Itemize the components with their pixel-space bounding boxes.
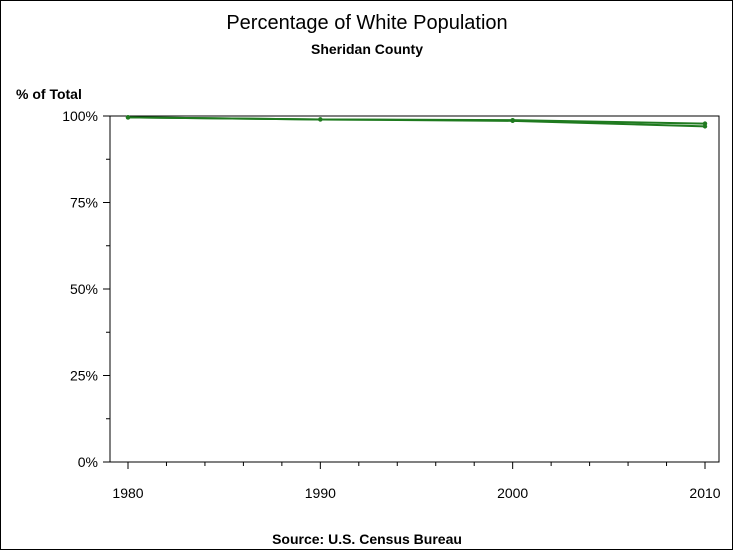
y-tick-label: 75% [70, 195, 98, 211]
data-point [318, 117, 323, 122]
y-tick-label: 0% [78, 454, 98, 470]
x-tick-label: 1990 [305, 485, 336, 501]
data-point [510, 117, 515, 123]
chart-subtitle: Sheridan County [311, 41, 423, 57]
x-tick-label: 2000 [497, 485, 528, 501]
y-tick-label: 25% [70, 368, 98, 384]
chart-title: Percentage of White Population [226, 12, 507, 34]
y-axis-title: % of Total [16, 86, 82, 102]
data-point [702, 121, 708, 126]
series-line [127, 116, 706, 125]
x-tick-label: 2010 [689, 485, 720, 501]
x-tick-label: 1980 [112, 485, 143, 501]
series-group [125, 115, 708, 129]
source-footnote: Source: U.S. Census Bureau [272, 531, 462, 547]
y-tick-label: 50% [70, 281, 98, 297]
data-point [125, 115, 131, 120]
y-tick-label: 100% [62, 108, 98, 124]
plot-area [109, 115, 720, 463]
axes-group: 0% 25% 50% 75% 100% 1980 1990 2000 2010 [62, 108, 721, 501]
